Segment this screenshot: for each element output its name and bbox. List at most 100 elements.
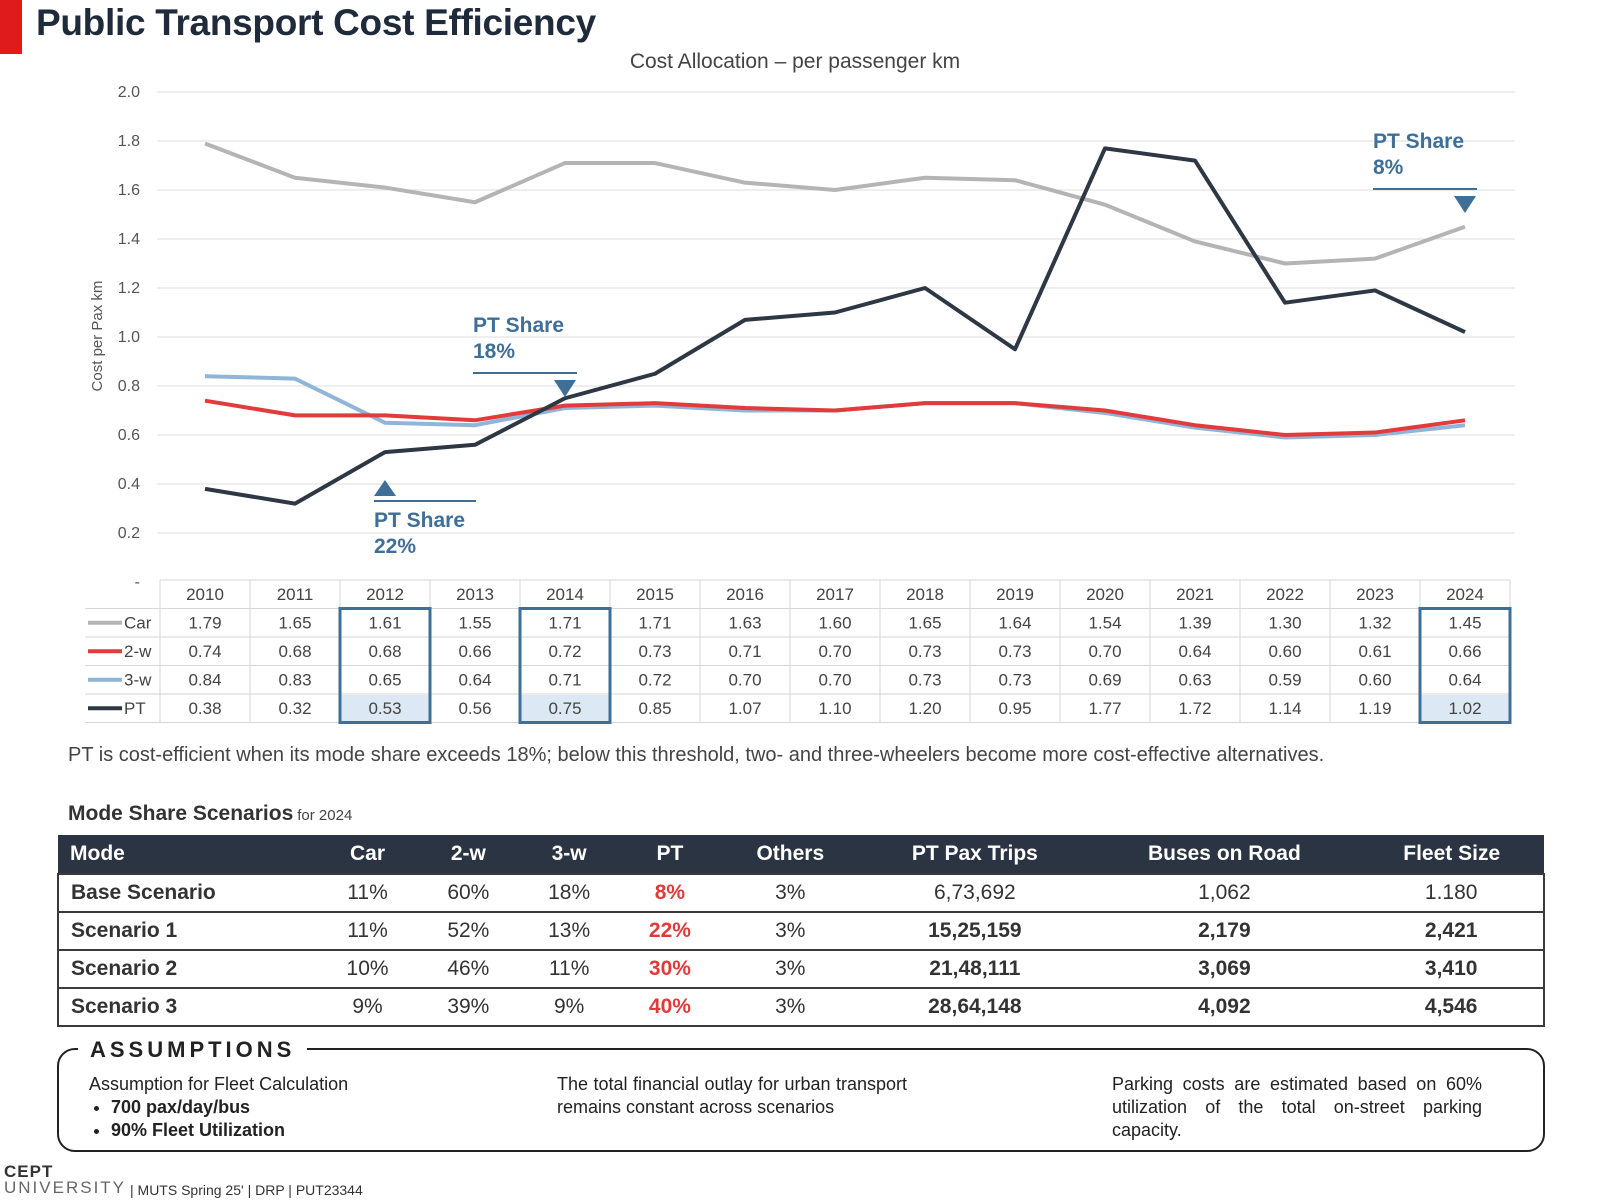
table-cell: 1.72 xyxy=(1178,699,1211,718)
cost-line-chart: Cost Allocation – per passenger km Cost … xyxy=(85,50,1515,724)
cept-logo: CEPT UNIVERSITY xyxy=(4,1162,127,1197)
outlay-assumption: The total financial outlay for urban tra… xyxy=(557,1074,907,1117)
scenario-cell: 18% xyxy=(518,873,620,913)
scenario-cell: 3% xyxy=(720,950,861,989)
series-line-car xyxy=(204,141,1466,266)
table-cell: 0.66 xyxy=(1448,642,1481,661)
table-cell: 0.72 xyxy=(548,642,581,661)
scenario-cell: 11% xyxy=(317,912,418,951)
table-cell: 0.71 xyxy=(728,642,761,661)
table-cell: 0.70 xyxy=(728,671,761,690)
table-cell: 1.64 xyxy=(998,614,1031,633)
table-cell: 0.73 xyxy=(998,671,1031,690)
scenarios-heading-sub: for 2024 xyxy=(297,807,353,824)
scenario-cell: 21,48,111 xyxy=(860,950,1090,989)
scenario-row: Scenario 3 9% 39% 9% 40% 3% 28,64,148 4,092 4,54… xyxy=(58,988,1544,1027)
annotation-arrow-down xyxy=(554,380,576,397)
logo-line1: CEPT xyxy=(4,1162,54,1181)
series-line-2w xyxy=(204,398,1466,437)
scenario-row: Base Scenario 11% 60% 18% 8% 3% 6,73,692 1,062 1… xyxy=(58,873,1544,913)
scenario-cell: 1,062 xyxy=(1089,873,1360,913)
y-tick-label: 2.0 xyxy=(118,84,140,101)
scenarios-heading: Mode Share Scenarios for 2024 xyxy=(68,802,352,826)
scenario-cell: 6,73,692 xyxy=(860,873,1090,913)
table-cell: 0.53 xyxy=(368,699,401,718)
scenario-cell: 3% xyxy=(720,988,861,1027)
annotation-label: PT Share xyxy=(1373,130,1464,153)
annotation-value: 18% xyxy=(473,340,515,363)
scenario-column-header: Others xyxy=(720,835,861,874)
scenario-cell: 60% xyxy=(417,873,519,913)
scenarios-heading-title: Mode Share Scenarios xyxy=(68,802,294,825)
x-tick-label: 2011 xyxy=(277,585,314,604)
scenario-cell: 22% xyxy=(619,912,721,951)
table-cell: 1.45 xyxy=(1448,614,1481,633)
table-cell: 0.70 xyxy=(818,642,851,661)
scenario-row: Scenario 1 11% 52% 13% 22% 3% 15,25,159 2,179 2,… xyxy=(58,912,1544,951)
scenario-cell: 11% xyxy=(518,950,620,989)
legend-label: 2-w xyxy=(124,642,152,661)
table-cell: 1.71 xyxy=(548,614,581,633)
highlight-column-box xyxy=(338,607,432,724)
table-cell: 0.71 xyxy=(548,671,581,690)
highlight-pt-cell xyxy=(1421,695,1509,722)
table-cell: 0.70 xyxy=(1088,642,1121,661)
table-cell: 0.64 xyxy=(1178,642,1211,661)
y-tick-label: 1.0 xyxy=(118,329,140,346)
title-accent-bar xyxy=(0,0,22,54)
table-cell: 0.66 xyxy=(458,642,491,661)
annotation-arrow-up xyxy=(374,480,396,496)
logo-line2: UNIVERSITY xyxy=(4,1178,127,1197)
legend-label: 3-w xyxy=(124,671,152,690)
table-cell: 0.60 xyxy=(1268,642,1301,661)
x-tick-label: 2014 xyxy=(546,585,584,604)
y-tick-label: - xyxy=(135,574,140,591)
table-cell: 0.73 xyxy=(638,642,671,661)
table-cell: 0.56 xyxy=(458,699,491,718)
table-cell: 0.73 xyxy=(908,671,941,690)
table-cell: 1.77 xyxy=(1088,699,1121,718)
table-cell: 1.32 xyxy=(1358,614,1391,633)
table-cell: 1.65 xyxy=(908,614,941,633)
table-cell: 0.75 xyxy=(548,699,581,718)
highlight-column-box xyxy=(1418,607,1512,724)
fleet-assumption-list: 700 pax/day/bus 90% Fleet Utilization xyxy=(89,1096,348,1142)
table-cell: 0.63 xyxy=(1178,671,1211,690)
fleet-assumption-heading: Assumption for Fleet Calculation xyxy=(89,1074,349,1094)
table-cell: 1.39 xyxy=(1178,614,1211,633)
x-tick-label: 2017 xyxy=(816,585,854,604)
x-tick-label: 2018 xyxy=(906,585,944,604)
footer-course-info: | MUTS Spring 25' | DRP | PUT23344 xyxy=(130,1182,363,1198)
chart-title: Cost Allocation – per passenger km xyxy=(630,50,960,73)
scenario-cell: 28,64,148 xyxy=(860,988,1090,1027)
parking-assumption: Parking costs are estimated based on 60%… xyxy=(1112,1074,1482,1140)
scenario-cell: 3% xyxy=(720,912,861,951)
table-cell: 1.14 xyxy=(1268,699,1301,718)
scenario-cell: 9% xyxy=(317,988,418,1027)
table-cell: 1.10 xyxy=(818,699,851,718)
scenario-column-header: PT Pax Trips xyxy=(860,835,1090,874)
y-tick-label: 0.2 xyxy=(118,525,140,542)
scenario-column-header: Buses on Road xyxy=(1089,835,1360,874)
y-tick-label: 0.6 xyxy=(118,427,140,444)
table-cell: 0.38 xyxy=(188,699,221,718)
table-cell: 0.84 xyxy=(188,671,221,690)
annotation-label: PT Share xyxy=(473,314,564,337)
scenario-cell: 3,069 xyxy=(1089,950,1360,989)
scenario-cell: 13% xyxy=(518,912,620,951)
scenario-cell: 4,092 xyxy=(1089,988,1360,1027)
table-cell: 1.63 xyxy=(728,614,761,633)
fleet-assumption-item: 700 pax/day/bus xyxy=(111,1096,348,1119)
y-tick-label: 1.8 xyxy=(118,133,140,150)
scenario-cell: 8% xyxy=(619,873,721,913)
scenario-cell: 1.180 xyxy=(1359,873,1544,913)
table-cell: 0.64 xyxy=(1448,671,1481,690)
x-tick-label: 2024 xyxy=(1446,585,1484,604)
scenario-cell: 2,421 xyxy=(1359,912,1544,951)
highlight-column-box xyxy=(518,607,612,724)
y-tick-label: 0.8 xyxy=(118,378,140,395)
table-cell: 0.73 xyxy=(908,642,941,661)
table-cell: 1.79 xyxy=(188,614,221,633)
table-cell: 0.65 xyxy=(368,671,401,690)
x-tick-label: 2021 xyxy=(1176,585,1214,604)
